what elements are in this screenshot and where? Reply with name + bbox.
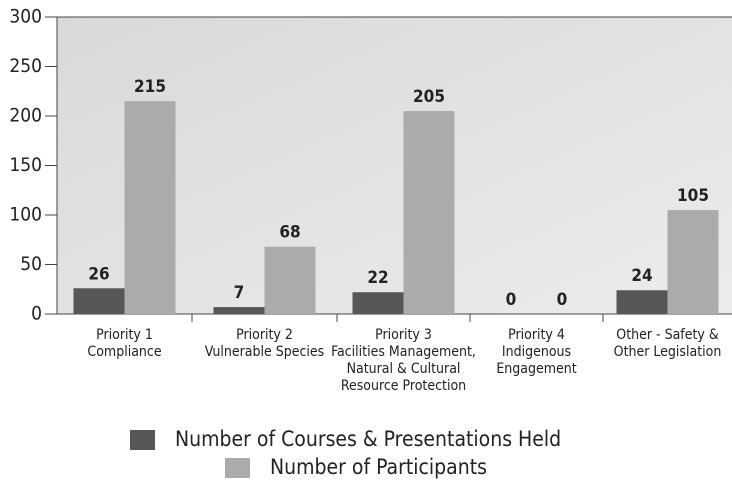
value-label: 7 xyxy=(234,283,245,303)
x-tick-label: Priority 4 Indigenous Engagement xyxy=(496,327,576,377)
bar xyxy=(667,210,719,314)
x-tick-label: Other - Safety & Other Legislation xyxy=(614,327,722,360)
value-label: 105 xyxy=(677,186,709,206)
y-tick-label: 200 xyxy=(9,105,42,127)
y-tick-label: 250 xyxy=(9,55,42,77)
value-label: 22 xyxy=(367,268,388,288)
y-tick-label: 100 xyxy=(9,204,42,226)
y-tick-label: 50 xyxy=(20,253,42,275)
bar xyxy=(213,307,265,314)
y-tick-label: 300 xyxy=(9,6,42,28)
value-label: 26 xyxy=(88,264,109,284)
bar xyxy=(352,292,404,314)
legend-label: Number of Courses & Presentations Held xyxy=(175,427,561,451)
legend-label: Number of Participants xyxy=(270,455,487,479)
bar xyxy=(73,288,125,314)
x-tick-label: Priority 3 Facilities Management, Natural … xyxy=(331,327,476,394)
value-label: 0 xyxy=(557,290,568,310)
bar xyxy=(264,246,316,314)
x-tick-label: Priority 2 Vulnerable Species xyxy=(205,327,325,360)
legend-swatch xyxy=(130,430,155,450)
bar xyxy=(124,101,176,315)
value-label: 68 xyxy=(279,223,300,243)
value-label: 205 xyxy=(413,87,445,107)
legend-swatch xyxy=(225,458,250,478)
value-label: 215 xyxy=(134,77,166,97)
value-label: 0 xyxy=(506,290,517,310)
bar xyxy=(403,111,455,314)
y-tick-label: 0 xyxy=(31,303,42,325)
x-tick-label: Priority 1 Compliance xyxy=(87,327,161,360)
y-tick-label: 150 xyxy=(9,154,42,176)
bar xyxy=(616,290,668,314)
value-label: 24 xyxy=(631,266,652,286)
